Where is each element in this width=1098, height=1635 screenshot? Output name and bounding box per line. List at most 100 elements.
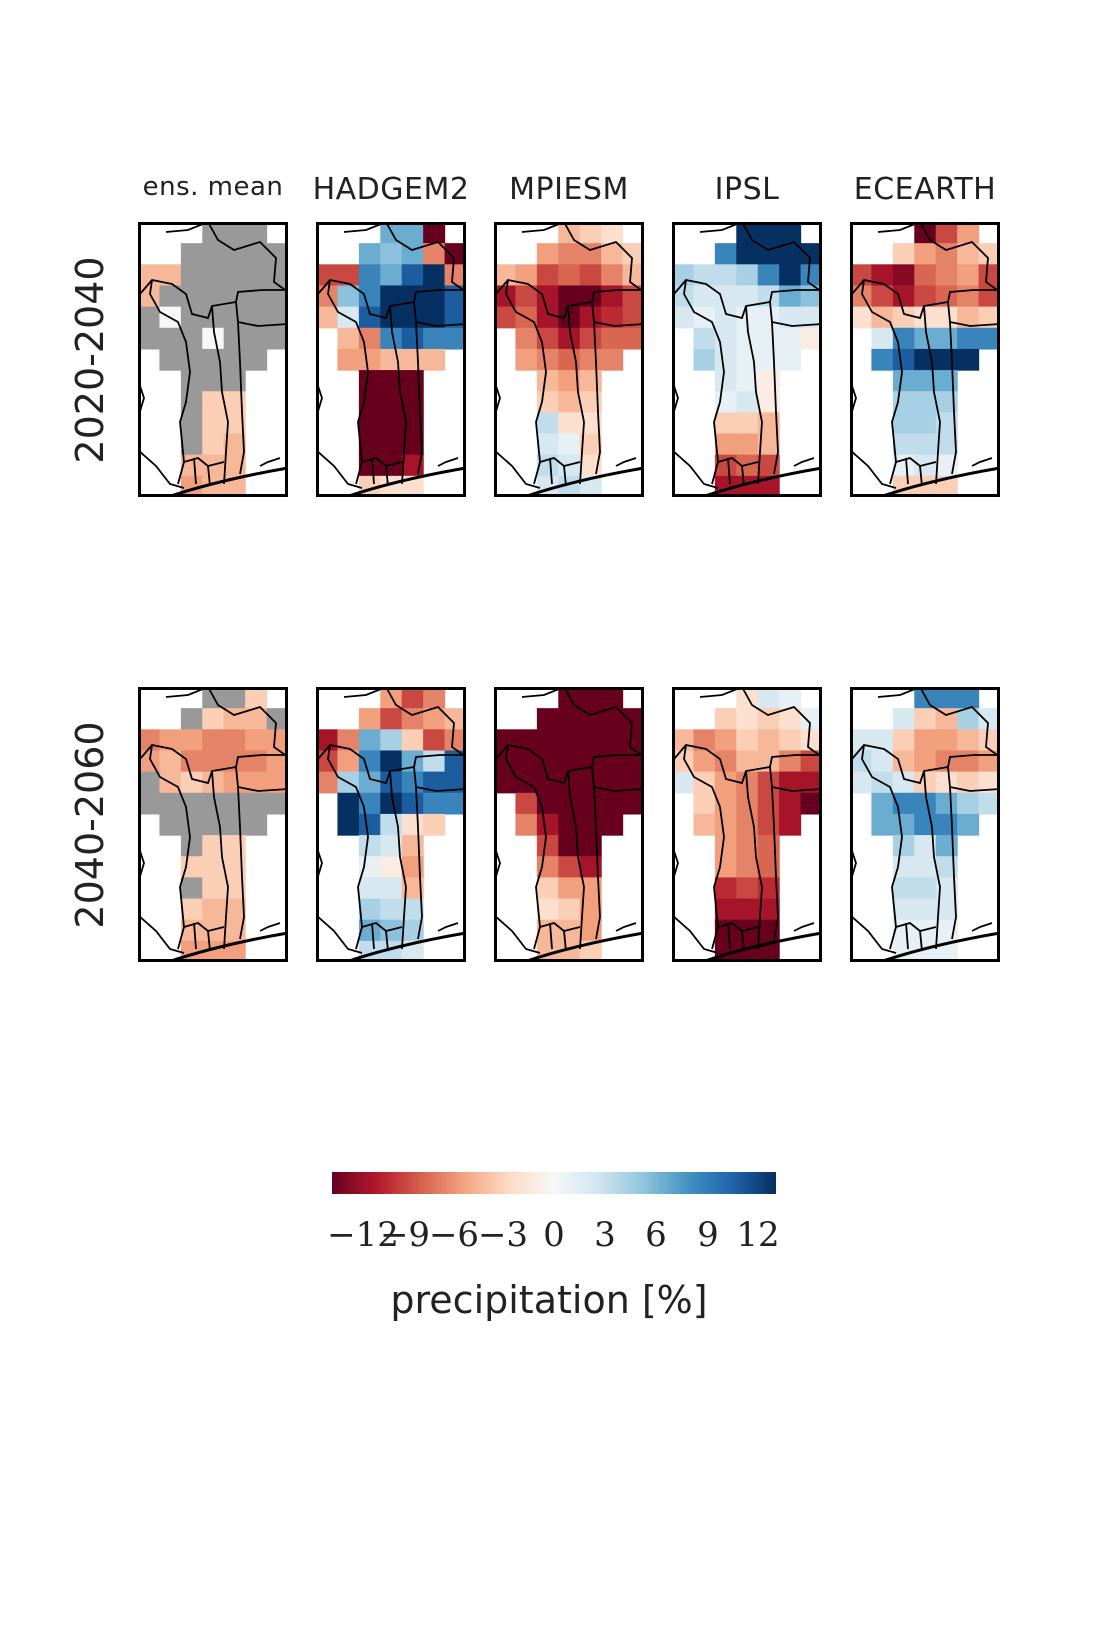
colorbar-tick-label: 12 xyxy=(736,1215,780,1255)
grid-cell xyxy=(622,792,644,815)
country-border xyxy=(327,279,369,485)
grid-cell xyxy=(202,898,225,921)
column-title: ens. mean xyxy=(142,172,284,202)
country-border xyxy=(771,786,779,940)
grid-cell xyxy=(714,771,737,794)
country-border xyxy=(235,301,288,327)
masked-cell xyxy=(266,264,288,287)
grid-cell xyxy=(757,327,780,350)
grid-cell xyxy=(515,327,538,350)
country-border xyxy=(861,279,903,485)
country-border xyxy=(861,744,903,950)
grid-cell xyxy=(779,708,802,730)
grid-cell xyxy=(871,264,894,287)
country-border xyxy=(139,279,288,320)
grid-cell xyxy=(579,391,602,413)
grid-cell xyxy=(779,306,802,329)
country-border xyxy=(895,922,937,932)
grid-cell xyxy=(757,222,780,244)
grid-cell xyxy=(558,792,581,815)
grid-cell xyxy=(358,243,381,265)
grid-cell xyxy=(401,391,424,413)
grid-cell xyxy=(579,285,602,308)
grid-cell xyxy=(401,835,424,857)
grid-cell xyxy=(138,285,161,308)
grid-cell xyxy=(871,813,894,836)
grid-cell xyxy=(536,285,559,308)
grid-cell xyxy=(558,391,581,413)
masked-cell xyxy=(223,306,246,329)
country-border xyxy=(211,305,229,485)
masked-cell xyxy=(223,687,246,709)
grid-cell xyxy=(444,243,466,265)
colorbar-tick-label: −3 xyxy=(477,1215,529,1255)
country-border xyxy=(371,922,375,950)
country-border xyxy=(207,222,288,293)
grid-cell xyxy=(536,898,559,921)
country-border xyxy=(593,786,601,940)
grid-cell xyxy=(316,285,339,308)
grid-cell xyxy=(138,750,161,773)
grid-cell xyxy=(358,729,381,752)
grid-cell xyxy=(978,708,1000,730)
grid-cell xyxy=(380,370,403,392)
grid-cell xyxy=(401,687,424,709)
country-border xyxy=(539,457,581,467)
country-border xyxy=(745,305,763,485)
grid-cell xyxy=(159,264,182,287)
grid-cell xyxy=(380,433,403,456)
country-border xyxy=(183,922,225,932)
grid-cell xyxy=(601,222,624,244)
grid-cell xyxy=(401,306,424,329)
grid-cell xyxy=(914,750,937,773)
grid-cell xyxy=(779,348,802,371)
country-border xyxy=(672,449,719,489)
grid-cell xyxy=(935,750,958,773)
grid-cell xyxy=(892,348,915,371)
grid-cell xyxy=(245,687,268,709)
grid-cell xyxy=(423,813,446,836)
grid-cell xyxy=(444,306,466,329)
grid-cell xyxy=(579,433,602,456)
country-border xyxy=(259,922,281,932)
grid-cell xyxy=(536,243,559,265)
grid-cell xyxy=(380,835,403,857)
grid-cell xyxy=(579,813,602,836)
country-border xyxy=(316,449,363,489)
grid-cell xyxy=(978,327,1000,350)
grid-cell xyxy=(337,813,360,836)
country-border xyxy=(567,305,585,485)
country-border xyxy=(317,279,466,320)
grid-cell xyxy=(914,391,937,413)
grid-cell xyxy=(736,856,759,878)
grid-cell xyxy=(515,348,538,371)
grid-cell xyxy=(736,835,759,857)
grid-cell xyxy=(444,729,466,752)
country-border xyxy=(851,744,1000,785)
grid-cell xyxy=(223,835,246,857)
row-label: 2020-2040 xyxy=(68,255,112,464)
grid-cell xyxy=(601,285,624,308)
country-border xyxy=(138,914,185,954)
grid-cell xyxy=(892,433,915,456)
grid-cell xyxy=(957,750,980,773)
grid-cell xyxy=(957,327,980,350)
grid-cell xyxy=(779,243,802,265)
grid-cell xyxy=(337,264,360,287)
grid-cell xyxy=(914,412,937,435)
grid-cell xyxy=(358,412,381,435)
grid-cell xyxy=(515,264,538,287)
grid-cell xyxy=(515,813,538,836)
grid-cell xyxy=(401,856,424,878)
grid-cell xyxy=(380,412,403,435)
grid-cell xyxy=(380,708,403,730)
grid-cell xyxy=(978,243,1000,265)
grid-cell xyxy=(757,391,780,413)
grid-cell xyxy=(957,813,980,836)
grid-cell xyxy=(358,898,381,921)
grid-cell xyxy=(714,708,737,730)
grid-cell xyxy=(914,370,937,392)
grid-cell xyxy=(223,750,246,773)
grid-cell xyxy=(892,264,915,287)
grid-cell xyxy=(672,771,695,794)
